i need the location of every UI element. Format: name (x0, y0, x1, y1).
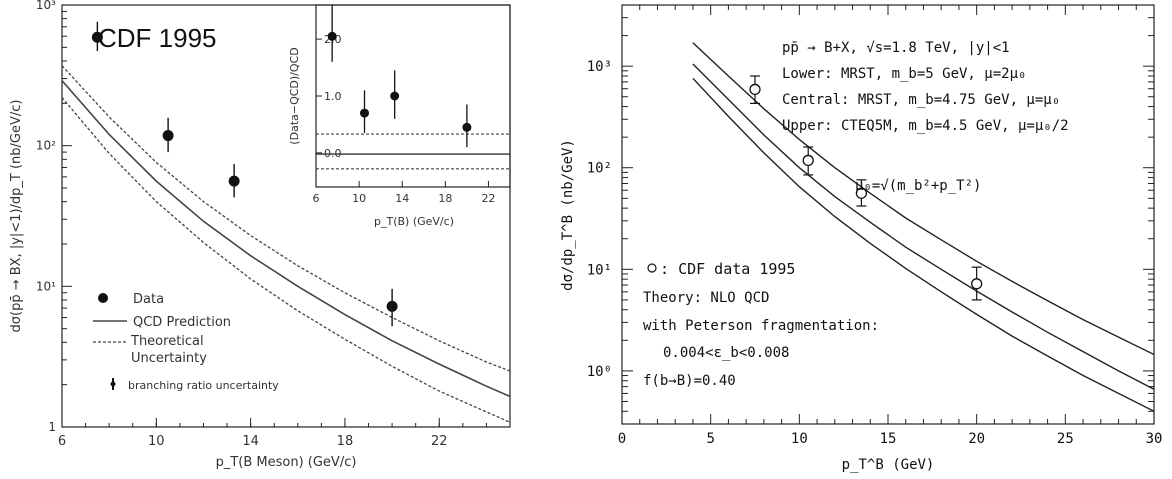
left-x-axis-label: p_T(B Meson) (GeV/c) (216, 455, 357, 470)
right-y-tick-label: 10² (587, 161, 612, 177)
left-axis-ticks: 6 10 14 18 22 1 10¹ 10² 10³ (36, 0, 511, 449)
cdf-data-point (855, 187, 868, 199)
left-curves (61, 65, 511, 423)
inset-x-tick-label: 6 (313, 192, 320, 205)
annotation-cdf-text: CDF data 1995 (678, 260, 795, 278)
left-x-tick-label: 22 (431, 434, 448, 449)
legend-uncertainty-box: Theoretical Uncertainty (131, 334, 207, 366)
legend-data-label: Data (133, 292, 164, 307)
upper-theory-curve (692, 42, 1155, 356)
data-point (386, 300, 398, 312)
annotation-cdf: : CDF data 1995 (660, 260, 795, 278)
annotation-lower: Lower: MRST, m_b=5 GeV, μ=2μ₀ (782, 66, 1026, 82)
annotation-peterson: with Peterson fragmentation: (643, 318, 879, 334)
annotation-mu0: μ₀=√(m_b²+p_T²) (855, 178, 981, 194)
right-x-tick-label: 0 (618, 431, 626, 447)
legend-qcd-label: QCD Prediction (133, 315, 231, 330)
right-x-tick-label: 15 (880, 431, 897, 447)
left-x-tick-label: 18 (337, 434, 354, 449)
inset-data-point (390, 91, 400, 101)
upper-uncertainty-line (61, 65, 511, 372)
right-x-tick-label: 10 (791, 431, 808, 447)
right-y-tick-label: 10³ (587, 59, 612, 75)
annotation-theory: Theory: NLO QCD (643, 290, 769, 306)
cdf-data-point (802, 154, 814, 167)
inset-data-point (462, 122, 472, 132)
lower-uncertainty-line (61, 97, 511, 423)
right-y-tick-label: 10⁰ (587, 364, 612, 380)
inset-data-point (360, 108, 369, 118)
left-x-tick-label: 14 (242, 434, 259, 449)
annotation-epsilon: 0.004<ε_b<0.008 (663, 345, 789, 361)
inset-x-tick-label: 18 (438, 192, 452, 205)
right-axis-ticks: 0 5 10 15 20 25 30 10⁰ 10¹ 10² 10³ (587, 4, 1163, 447)
right-y-axis-label: dσ/dp_T^B (nb/GeV) (560, 139, 576, 291)
left-chart-title: CDF 1995 (98, 23, 217, 53)
cdf-data-point (749, 83, 761, 96)
data-point (228, 175, 240, 187)
inset-lines (316, 133, 510, 170)
inset-data-points (327, 5, 472, 148)
annotation-central: Central: MRST, m_b=4.75 GeV, μ=μ₀ (782, 92, 1060, 108)
right-x-tick-label: 20 (968, 431, 985, 447)
left-x-tick-label: 10 (148, 434, 165, 449)
inset-data-point (327, 31, 337, 41)
right-x-tick-label: 25 (1057, 431, 1074, 447)
legend-br-marker (110, 381, 116, 387)
inset-x-axis-label: p_T(B) (GeV/c) (374, 215, 454, 228)
inset-x-tick-label: 22 (481, 192, 495, 205)
left-chart: CDF 1995 p_T(B Meson) (GeV/c) dσ(pp̄ → B… (9, 0, 511, 470)
right-x-axis-label: p_T^B (GeV) (842, 457, 935, 473)
data-point (162, 130, 174, 142)
annotation-upper: Upper: CTEQ5M, m_b=4.5 GeV, μ=μ₀/2 (782, 118, 1069, 134)
left-x-tick-label: 6 (58, 434, 66, 449)
left-data-points (91, 21, 398, 327)
right-x-tick-label: 5 (706, 431, 714, 447)
legend-br-label: branching ratio uncertainty (128, 379, 279, 392)
annotation-process: pp̄ → B+X, √s=1.8 TeV, |y|<1 (782, 40, 1010, 56)
lower-theory-curve (692, 77, 1155, 412)
left-y-axis-label: dσ(pp̄ → BX, |y|<1)/dp_T (nb/GeV/c) (9, 100, 24, 333)
right-annotations: pp̄ → B+X, √s=1.8 TeV, |y|<1 Lower: MRST… (643, 40, 1069, 389)
right-data-points (749, 75, 983, 301)
legend-uncertainty-label: Theoretical Uncertainty (131, 334, 207, 366)
inset-x-tick-label: 14 (395, 192, 409, 205)
legend-data-marker (98, 293, 108, 303)
right-y-tick-label: 10¹ (587, 262, 612, 278)
left-y-tick-label: 10³ (36, 0, 56, 12)
left-y-tick-label: 10¹ (36, 279, 56, 293)
central-theory-curve (692, 63, 1155, 390)
inset-x-tick-label: 10 (352, 192, 366, 205)
left-y-tick-label: 1 (48, 420, 56, 434)
left-legend: Data QCD Prediction Theoretical Uncertai… (93, 292, 279, 392)
left-y-tick-label: 10² (36, 139, 56, 153)
right-x-tick-label: 30 (1146, 431, 1163, 447)
legend-cdf-marker (647, 263, 657, 273)
cdf-data-point (971, 278, 983, 290)
left-plot-frame (61, 4, 511, 428)
data-point (91, 31, 103, 43)
qcd-prediction-line (61, 80, 511, 398)
right-curves (692, 42, 1155, 412)
inset-y-tick-label: 1.0 (324, 90, 342, 103)
inset-y-axis-label: (Data−QCD)/QCD (288, 47, 301, 144)
right-chart: p_T^B (GeV) dσ/dp_T^B (nb/GeV) 0 5 10 15 20 2… (560, 4, 1163, 473)
annotation-fraction: f(b→B)=0.40 (643, 373, 736, 389)
inset-frame (315, 4, 511, 188)
